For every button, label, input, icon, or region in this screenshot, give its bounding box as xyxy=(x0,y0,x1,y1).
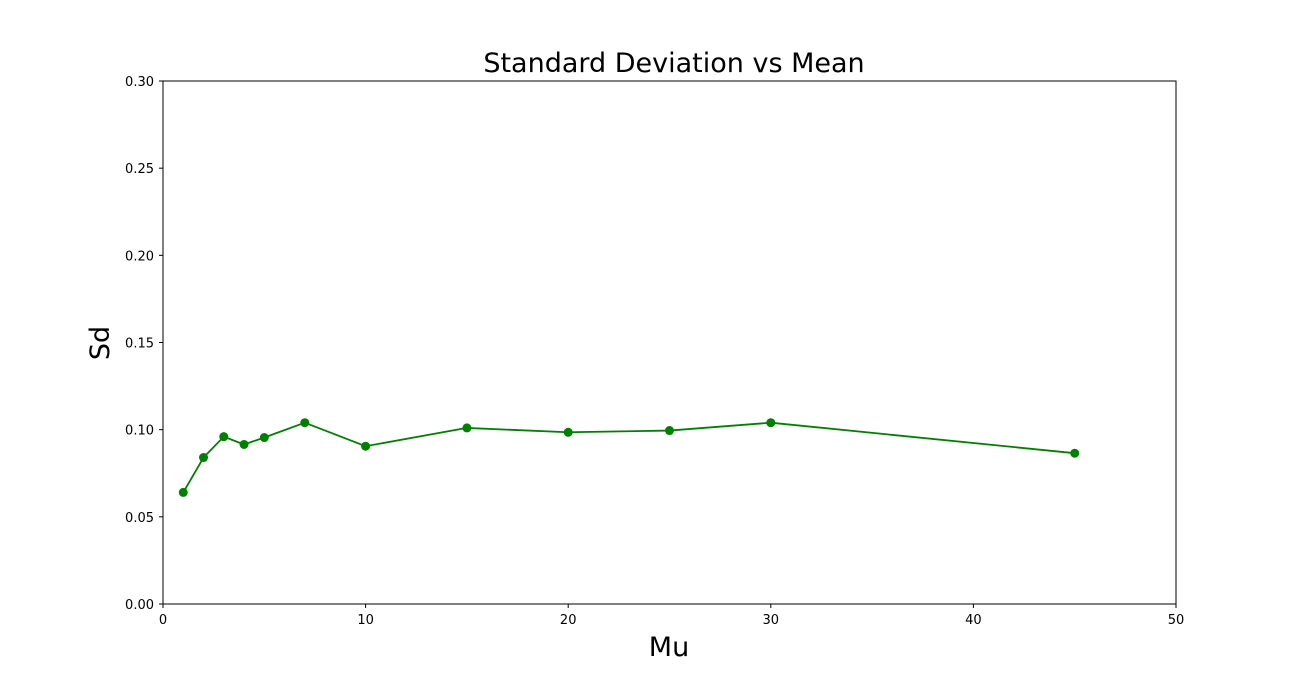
x-tick-label: 20 xyxy=(560,613,577,628)
data-point xyxy=(300,418,310,428)
y-tick-label: 0.15 xyxy=(125,337,154,352)
y-tick-label: 0.30 xyxy=(125,75,154,90)
chart-title: Standard Deviation vs Mean xyxy=(483,48,864,79)
x-tick-label: 50 xyxy=(1168,613,1185,628)
y-axis-label: Sd xyxy=(85,326,116,360)
data-point xyxy=(462,423,472,433)
y-tick-label: 0.05 xyxy=(125,511,154,526)
data-point xyxy=(665,426,674,436)
data-point xyxy=(239,439,249,449)
plot-area: 0 10 20 30 40 50 0.00 0.05 0.10 0.15 0.20 0.25 0.30 xyxy=(125,75,1184,628)
x-tick-label: 30 xyxy=(763,613,780,628)
x-tick-label: 0 xyxy=(159,613,167,628)
x-tick-label: 10 xyxy=(357,613,374,628)
data-point xyxy=(219,432,229,442)
data-point xyxy=(178,487,188,497)
data-point xyxy=(563,427,573,437)
data-point xyxy=(766,418,776,428)
data-point xyxy=(361,441,371,451)
y-tick-label: 0.25 xyxy=(125,162,154,177)
plot-frame xyxy=(162,80,1177,605)
y-tick-label: 0.20 xyxy=(125,249,154,264)
data-point xyxy=(259,433,269,443)
data-point xyxy=(1070,448,1080,458)
x-axis-label: Mu xyxy=(649,632,689,663)
x-tick-label: 40 xyxy=(965,613,982,628)
series-line xyxy=(182,421,1075,493)
y-tick-label: 0.00 xyxy=(125,598,154,613)
data-point xyxy=(199,453,209,463)
y-tick-label: 0.10 xyxy=(125,424,154,439)
